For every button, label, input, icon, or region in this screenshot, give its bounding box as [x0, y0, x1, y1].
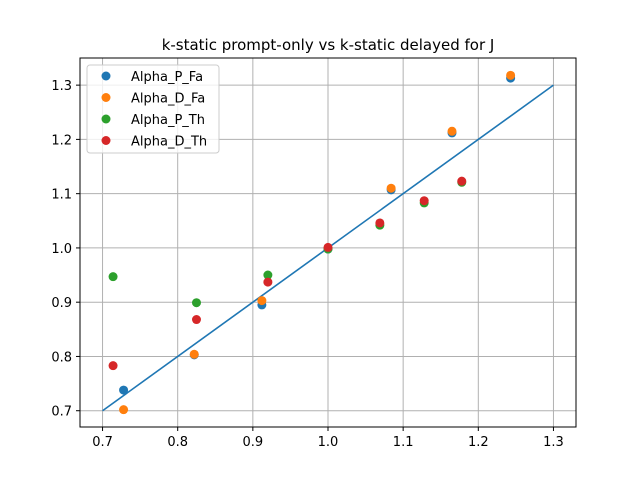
y-tick-label: 1.0 [51, 242, 72, 257]
data-point [191, 298, 201, 308]
data-point [375, 218, 385, 228]
legend-label: Alpha_P_Th [131, 113, 205, 128]
axis-ticks: 0.7 0.8 0.9 1.0 1.1 1.2 1.3 0.7 0.8 0.9 1.0 1.1 1.2 1… [51, 79, 563, 450]
chart-title: k-static prompt-only vs k-static delayed… [162, 36, 495, 54]
x-tick-label: 0.7 [92, 435, 113, 450]
y-tick-label: 1.3 [51, 79, 72, 94]
legend-box [86, 64, 220, 154]
x-tick-label: 1.0 [318, 435, 339, 450]
data-point [108, 361, 118, 371]
data-point [419, 196, 429, 206]
data-point [323, 242, 333, 252]
data-point [108, 272, 118, 282]
x-tick-label: 1.1 [393, 435, 414, 450]
data-point [506, 70, 516, 80]
y-tick-label: 0.8 [51, 350, 72, 365]
data-point [386, 183, 396, 193]
x-tick-label: 1.3 [543, 435, 564, 450]
legend-label: Alpha_D_Th [131, 135, 207, 150]
series-alpha-d-th [108, 176, 467, 371]
legend: Alpha_P_Fa Alpha_D_Fa Alpha_P_Th Alpha_D_Th [86, 64, 220, 154]
legend-label: Alpha_D_Fa [131, 92, 205, 107]
data-point [119, 385, 129, 395]
data-point [457, 176, 467, 186]
series-alpha-d-fa [119, 70, 516, 415]
y-tick-label: 1.2 [51, 133, 72, 148]
data-point [191, 315, 201, 325]
data-point [263, 277, 273, 287]
legend-marker [101, 71, 111, 81]
legend-marker [101, 114, 111, 124]
y-tick-label: 0.9 [51, 296, 72, 311]
y-tick-label: 0.7 [51, 405, 72, 420]
data-point [189, 349, 199, 359]
x-tick-label: 0.8 [167, 435, 188, 450]
data-point [447, 126, 457, 136]
legend-label: Alpha_P_Fa [131, 70, 203, 85]
legend-marker [101, 93, 111, 102]
data-point [263, 270, 273, 280]
data-point [119, 405, 129, 415]
y-tick-label: 1.1 [51, 188, 72, 203]
x-tick-label: 1.2 [468, 435, 489, 450]
x-tick-label: 0.9 [243, 435, 264, 450]
data-points [108, 70, 516, 415]
legend-marker [101, 136, 111, 145]
data-point [257, 296, 267, 306]
